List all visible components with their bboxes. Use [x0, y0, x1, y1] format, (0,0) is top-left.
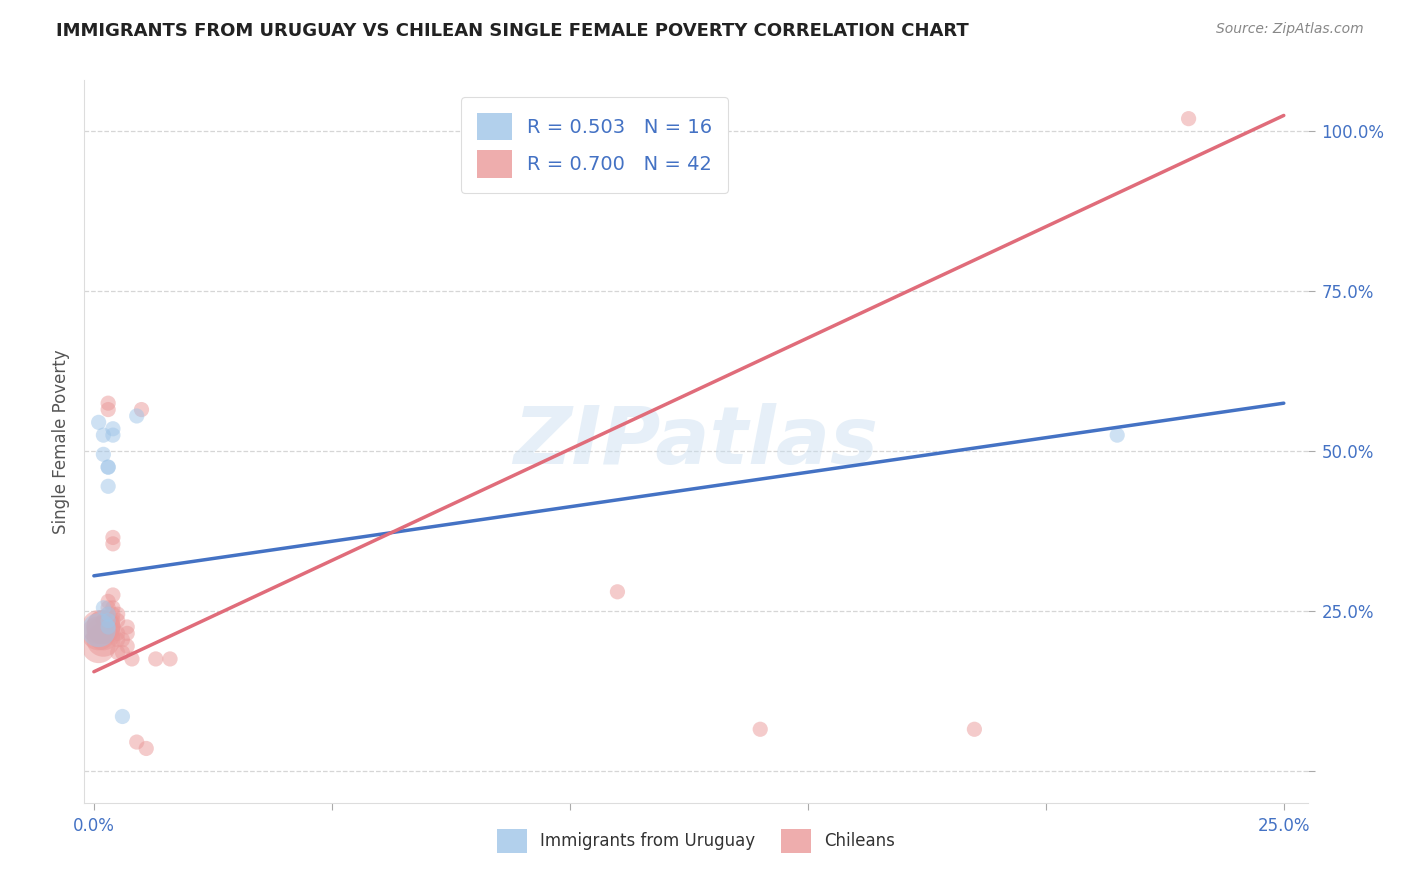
Point [107, 614, 129, 628]
Text: IMMIGRANTS FROM URUGUAY VS CHILEAN SINGLE FEMALE POVERTY CORRELATION CHART: IMMIGRANTS FROM URUGUAY VS CHILEAN SINGL… [56, 22, 969, 40]
Point [93, 620, 115, 634]
Point [101, 422, 124, 436]
Point [97, 600, 120, 615]
Point [115, 626, 138, 640]
Point [131, 402, 153, 417]
Point [97, 460, 120, 475]
Point [97, 594, 120, 608]
Point [107, 646, 129, 660]
Point [111, 646, 134, 660]
Point [107, 607, 129, 622]
Point [101, 537, 124, 551]
Point [93, 600, 115, 615]
Point [107, 626, 129, 640]
Point [101, 607, 124, 622]
Point [159, 652, 181, 666]
Point [107, 632, 129, 647]
Point [125, 735, 148, 749]
Point [97, 460, 120, 475]
Point [101, 600, 124, 615]
Point [101, 428, 124, 442]
Point [115, 620, 138, 634]
Point [101, 620, 124, 634]
Point [97, 479, 120, 493]
Point [97, 396, 120, 410]
Point [87, 626, 110, 640]
Point [97, 620, 120, 634]
Point [121, 652, 143, 666]
Point [93, 626, 115, 640]
Point [125, 409, 148, 423]
Legend: Immigrants from Uruguay, Chileans: Immigrants from Uruguay, Chileans [491, 822, 901, 860]
Point [87, 415, 110, 429]
Point [93, 614, 115, 628]
Point [963, 723, 986, 737]
Point [111, 709, 134, 723]
Point [101, 614, 124, 628]
Point [93, 620, 115, 634]
Point [97, 607, 120, 622]
Point [97, 607, 120, 622]
Point [101, 531, 124, 545]
Point [101, 588, 124, 602]
Point [97, 614, 120, 628]
Point [749, 723, 772, 737]
Y-axis label: Single Female Poverty: Single Female Poverty [52, 350, 70, 533]
Point [97, 614, 120, 628]
Point [97, 402, 120, 417]
Point [93, 447, 115, 461]
Point [93, 632, 115, 647]
Point [87, 623, 110, 637]
Point [1107, 428, 1129, 442]
Text: ZIPatlas: ZIPatlas [513, 402, 879, 481]
Point [111, 632, 134, 647]
Point [606, 584, 628, 599]
Point [145, 652, 167, 666]
Point [87, 620, 110, 634]
Point [1177, 112, 1199, 126]
Text: Source: ZipAtlas.com: Source: ZipAtlas.com [1216, 22, 1364, 37]
Point [97, 614, 120, 628]
Point [135, 741, 157, 756]
Point [115, 639, 138, 653]
Point [93, 428, 115, 442]
Point [87, 639, 110, 653]
